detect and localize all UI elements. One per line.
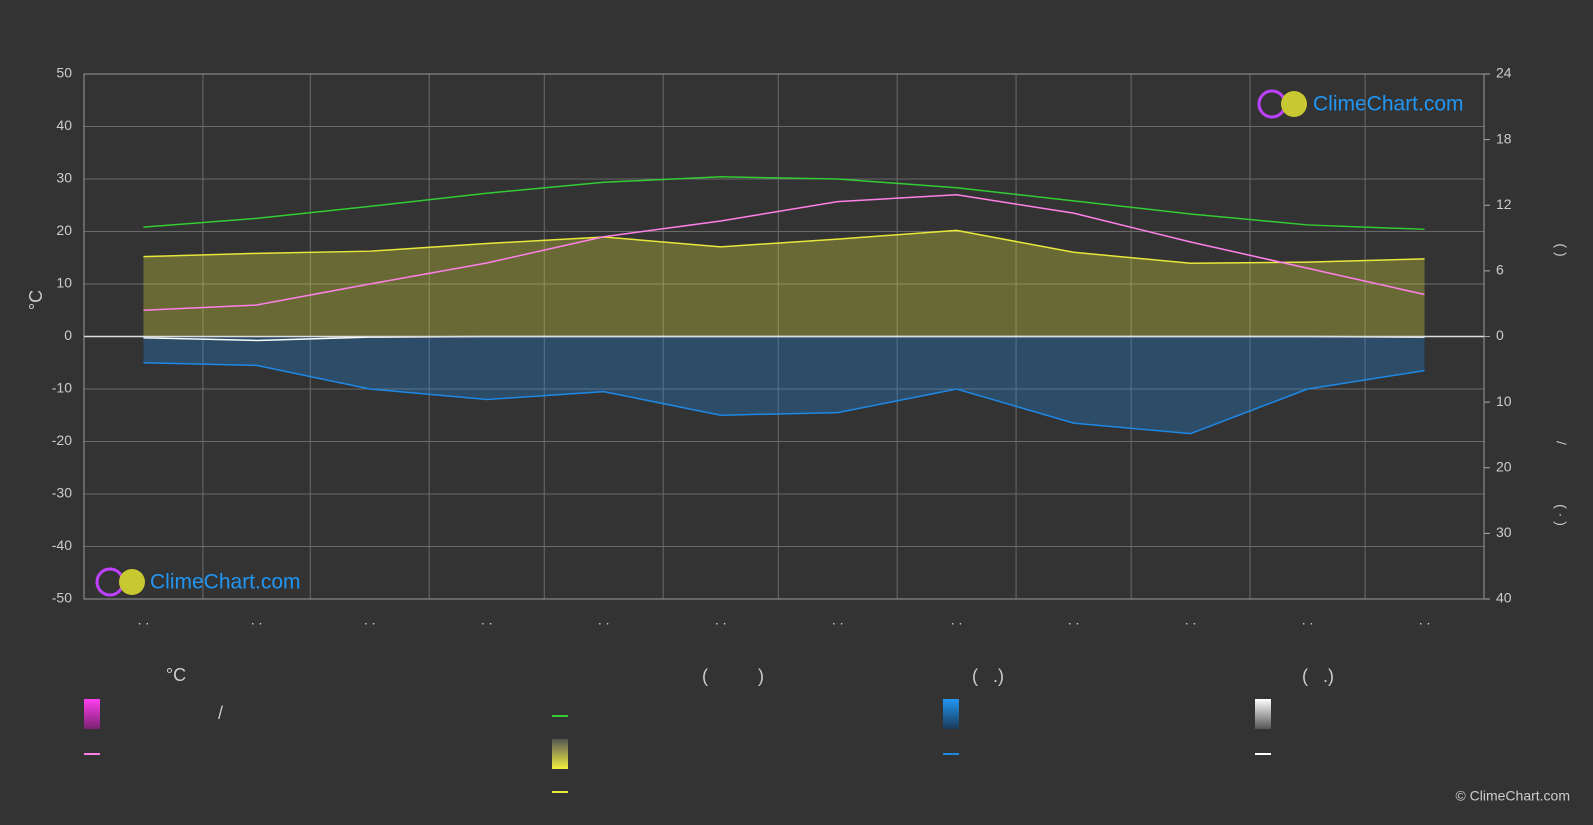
watermark: ClimeChart.com bbox=[150, 571, 301, 594]
copyright: © ClimeChart.com bbox=[1455, 788, 1570, 804]
y2-tick-label: 0 bbox=[1496, 327, 1504, 343]
watermark-logo: ClimeChart.com bbox=[95, 567, 301, 597]
watermark: ClimeChart.com bbox=[1313, 93, 1464, 116]
y-tick-label: -20 bbox=[52, 432, 72, 448]
x-tick-label: . . bbox=[715, 612, 727, 628]
y3-axis-label: / bbox=[1553, 441, 1569, 445]
legend-swatch bbox=[943, 699, 959, 729]
y-tick-label: -10 bbox=[52, 380, 72, 396]
y-tick-label: 20 bbox=[56, 222, 72, 238]
y3-tick-label: 10 bbox=[1496, 393, 1512, 409]
y-tick-label: 30 bbox=[56, 170, 72, 186]
y-tick-label: 50 bbox=[56, 65, 72, 81]
y-axis-label: °C bbox=[26, 290, 46, 310]
legend-swatch bbox=[84, 699, 100, 729]
y3-tick-label: 40 bbox=[1496, 590, 1512, 606]
watermark-logo: ClimeChart.com bbox=[1257, 89, 1464, 119]
series-area bbox=[143, 336, 1425, 434]
x-tick-label: . . bbox=[951, 612, 963, 628]
y2-axis-label: ( ) bbox=[1553, 243, 1569, 256]
x-tick-label: . . bbox=[364, 612, 376, 628]
series-line bbox=[143, 176, 1425, 231]
y-tick-label: 40 bbox=[56, 117, 72, 133]
y-tick-label: -30 bbox=[52, 485, 72, 501]
x-tick-label: . . bbox=[481, 612, 493, 628]
y2-tick-label: 18 bbox=[1496, 130, 1512, 146]
x-tick-label: . . bbox=[1185, 612, 1197, 628]
legend-swatch bbox=[552, 739, 568, 769]
y2-tick-label: 12 bbox=[1496, 196, 1512, 212]
series-line bbox=[143, 229, 1425, 264]
x-tick-label: . . bbox=[598, 612, 610, 628]
legend-swatch bbox=[1255, 699, 1271, 729]
legend-header: ( .) bbox=[972, 666, 1004, 686]
y-tick-label: -40 bbox=[52, 537, 72, 553]
series-line bbox=[143, 362, 1425, 435]
y3-tick-label: 20 bbox=[1496, 458, 1512, 474]
series-area bbox=[143, 230, 1425, 337]
y3-tick-label: 30 bbox=[1496, 524, 1512, 540]
y-tick-label: 10 bbox=[56, 275, 72, 291]
legend-header: °C bbox=[166, 665, 186, 685]
y3-axis-label: ( · ) bbox=[1553, 504, 1569, 526]
series-line bbox=[143, 193, 1425, 311]
x-tick-label: . . bbox=[251, 612, 263, 628]
y-tick-label: -50 bbox=[52, 590, 72, 606]
legend-header: ( .) bbox=[1302, 666, 1334, 686]
x-tick-label: . . bbox=[832, 612, 844, 628]
x-tick-label: . . bbox=[138, 612, 150, 628]
y2-tick-label: 24 bbox=[1496, 65, 1512, 81]
y-tick-label: 0 bbox=[64, 327, 72, 343]
legend-text: / bbox=[218, 703, 223, 723]
y2-tick-label: 6 bbox=[1496, 262, 1504, 278]
x-tick-label: . . bbox=[1068, 612, 1080, 628]
legend-header: ( ) bbox=[702, 666, 764, 686]
x-tick-label: . . bbox=[1419, 612, 1431, 628]
x-tick-label: . . bbox=[1302, 612, 1314, 628]
